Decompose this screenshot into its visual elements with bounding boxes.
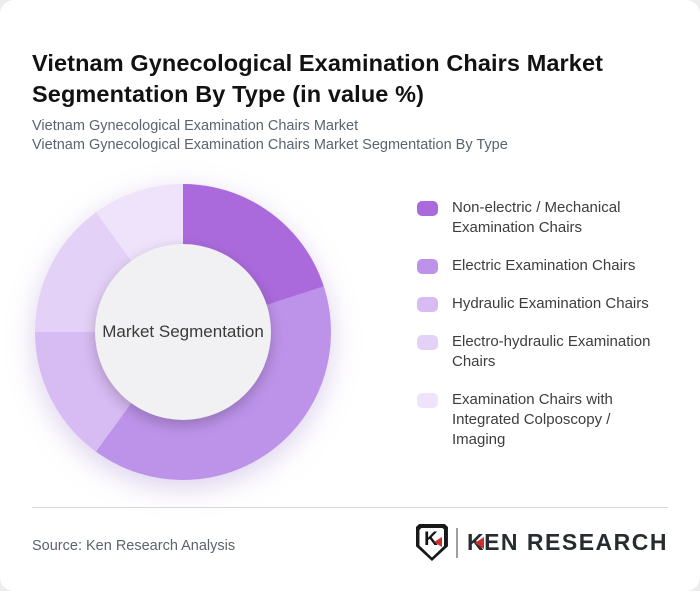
legend-item-label: Examination Chairs with Integrated Colpo… [452,391,613,448]
legend-item-label: Electric Examination Chairs [452,257,636,274]
legend-swatch-icon [417,259,438,274]
subtitle-line-1: Vietnam Gynecological Examination Chairs… [32,118,359,134]
legend-swatch-icon [417,393,438,408]
donut-center: Market Segmentation [95,244,271,420]
red-triangle-icon [433,537,442,547]
logo-wordmark-rest: EN RESEARCH [484,529,668,555]
red-triangle-icon [475,536,485,549]
legend: Non-electric / Mechanical Examination Ch… [417,198,677,450]
logo-shield-emblem: K [415,524,448,561]
donut-center-label: Market Segmentation [102,322,264,341]
legend-swatch-icon [417,335,438,350]
page-title: Vietnam Gynecological Examination Chairs… [32,49,604,108]
legend-item: Non-electric / Mechanical Examination Ch… [417,198,677,238]
source-text: Source: Ken Research Analysis [32,538,236,554]
legend-item: Hydraulic Examination Chairs [417,294,677,314]
logo-wordmark: K EN RESEARCH [467,529,668,556]
ken-research-logo: K K EN RESEARCH [415,524,668,561]
legend-item: Electric Examination Chairs [417,256,677,276]
legend-item: Electro-hydraulic Examination Chairs [417,332,677,372]
legend-swatch-icon [417,297,438,312]
donut-chart: Market Segmentation [35,184,331,480]
legend-item-label: Electro-hydraulic Examination Chairs [452,333,651,370]
legend-item: Examination Chairs with Integrated Colpo… [417,390,677,450]
footer-divider [32,507,668,508]
logo-divider [455,527,458,558]
legend-item-label: Hydraulic Examination Chairs [452,295,649,312]
legend-swatch-icon [417,201,438,216]
legend-item-label: Non-electric / Mechanical Examination Ch… [452,199,621,236]
subtitle-line-2: Vietnam Gynecological Examination Chairs… [32,137,508,153]
